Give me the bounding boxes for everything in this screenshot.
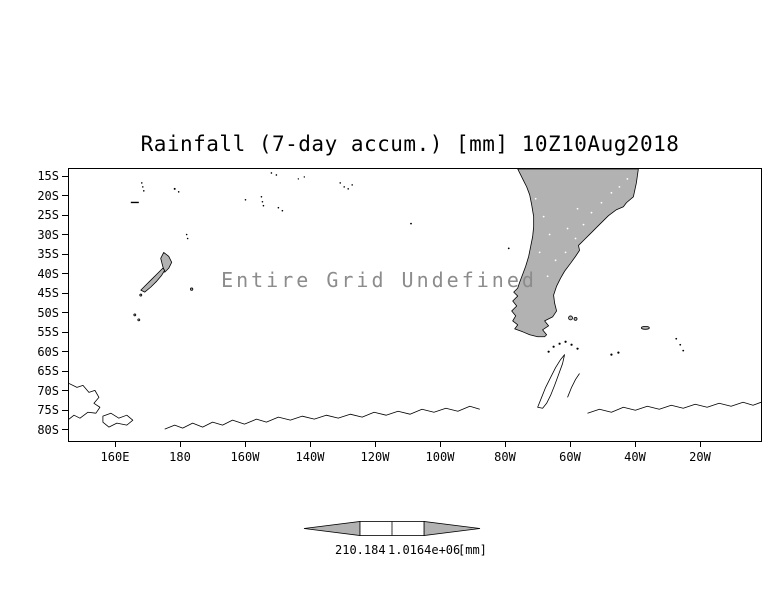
y-axis: 15S 20S 25S 30S 35S 40S 45S 50S 55S 60S 65S 70S 75S 8… — [26, 169, 68, 437]
chart-title: Rainfall (7-day accum.) [mm] 10Z10Aug201… — [140, 132, 680, 156]
y-tick-label: 35S — [37, 247, 59, 262]
colorbar — [303, 521, 481, 536]
x-tick-mark — [309, 442, 311, 447]
y-tick-mark — [62, 351, 68, 353]
y-tick: 15S — [26, 169, 68, 183]
x-tick: 100W — [410, 442, 470, 464]
y-tick-mark — [62, 195, 68, 197]
y-tick-mark — [62, 429, 68, 431]
y-tick-mark — [62, 292, 68, 294]
colorbar-min-label: 210.184 — [335, 543, 386, 557]
x-tick: 60W — [540, 442, 600, 464]
x-tick-label: 160W — [230, 450, 260, 464]
x-tick: 160E — [85, 442, 145, 464]
y-tick-label: 50S — [37, 305, 59, 320]
x-tick-mark — [569, 442, 571, 447]
y-tick-mark — [62, 312, 68, 314]
x-tick: 40W — [605, 442, 665, 464]
south-georgia-island — [640, 325, 650, 330]
y-tick: 45S — [26, 286, 68, 300]
y-tick: 35S — [26, 247, 68, 261]
y-tick-label: 25S — [37, 208, 59, 223]
plot-area: Entire Grid Undefined — [68, 168, 762, 442]
x-tick: 140W — [280, 442, 340, 464]
y-tick-label: 30S — [37, 227, 59, 242]
x-tick: 20W — [670, 442, 730, 464]
y-tick: 25S — [26, 208, 68, 222]
y-tick: 60S — [26, 345, 68, 359]
y-tick-label: 75S — [37, 403, 59, 418]
y-tick-mark — [62, 409, 68, 411]
x-tick-label: 100W — [425, 450, 455, 464]
falkland-islands — [568, 315, 578, 321]
x-tick-mark — [374, 442, 376, 447]
colorbar-max-label: 1.0164e+06 — [388, 543, 461, 557]
y-tick-mark — [62, 234, 68, 236]
x-tick-mark — [634, 442, 636, 447]
y-tick: 75S — [26, 403, 68, 417]
colorbar-unit-label: [mm] — [458, 543, 487, 557]
y-tick: 55S — [26, 325, 68, 339]
south-america-speckles — [526, 178, 629, 290]
y-tick-label: 55S — [37, 325, 59, 340]
y-tick: 50S — [26, 306, 68, 320]
y-tick: 20S — [26, 189, 68, 203]
y-tick-label: 15S — [37, 169, 59, 183]
x-tick-label: 180 — [169, 450, 191, 464]
x-tick-mark — [114, 442, 116, 447]
undefined-grid-message: Entire Grid Undefined — [221, 268, 537, 292]
y-tick-label: 45S — [37, 286, 59, 301]
y-tick: 80S — [26, 423, 68, 437]
y-tick-label: 80S — [37, 422, 59, 437]
pacific-islands — [130, 172, 510, 250]
y-tick: 65S — [26, 364, 68, 378]
map-coastlines-svg — [69, 169, 761, 430]
x-tick-mark — [179, 442, 181, 447]
y-tick-mark — [62, 253, 68, 255]
x-tick-label: 160E — [100, 450, 130, 464]
y-tick-mark — [62, 273, 68, 275]
x-tick-label: 140W — [295, 450, 325, 464]
new-zealand-landmass — [133, 251, 194, 322]
y-tick-mark — [62, 390, 68, 392]
colorbar-right-arrow — [423, 521, 481, 536]
x-tick-mark — [504, 442, 506, 447]
x-tick: 180 — [150, 442, 210, 464]
x-tick-label: 80W — [494, 450, 516, 464]
y-tick-label: 70S — [37, 383, 59, 398]
y-tick-label: 40S — [37, 266, 59, 281]
antarctic-islands — [547, 337, 685, 356]
antarctic-peninsula — [537, 354, 565, 409]
x-tick-label: 120W — [360, 450, 390, 464]
y-tick-mark — [62, 214, 68, 216]
x-tick-mark — [699, 442, 701, 447]
y-tick: 40S — [26, 267, 68, 281]
y-tick: 70S — [26, 384, 68, 398]
x-axis: 160E 180 160W 140W 120W 100W 80W 60W 40W 20W — [85, 442, 730, 464]
x-tick: 80W — [475, 442, 535, 464]
y-tick-label: 20S — [37, 188, 59, 203]
y-tick: 30S — [26, 228, 68, 242]
x-tick-label: 60W — [559, 450, 581, 464]
y-tick-label: 60S — [37, 344, 59, 359]
y-tick-label: 65S — [37, 364, 59, 379]
x-tick: 160W — [215, 442, 275, 464]
x-tick-mark — [244, 442, 246, 447]
colorbar-left-arrow — [303, 521, 361, 536]
x-tick-mark — [439, 442, 441, 447]
y-tick-mark — [62, 331, 68, 333]
y-tick-mark — [62, 175, 68, 177]
antarctica-coastline — [69, 354, 761, 430]
x-tick-label: 20W — [689, 450, 711, 464]
south-america-landmass — [511, 169, 639, 338]
x-tick-label: 40W — [624, 450, 646, 464]
x-tick: 120W — [345, 442, 405, 464]
y-tick-mark — [62, 370, 68, 372]
